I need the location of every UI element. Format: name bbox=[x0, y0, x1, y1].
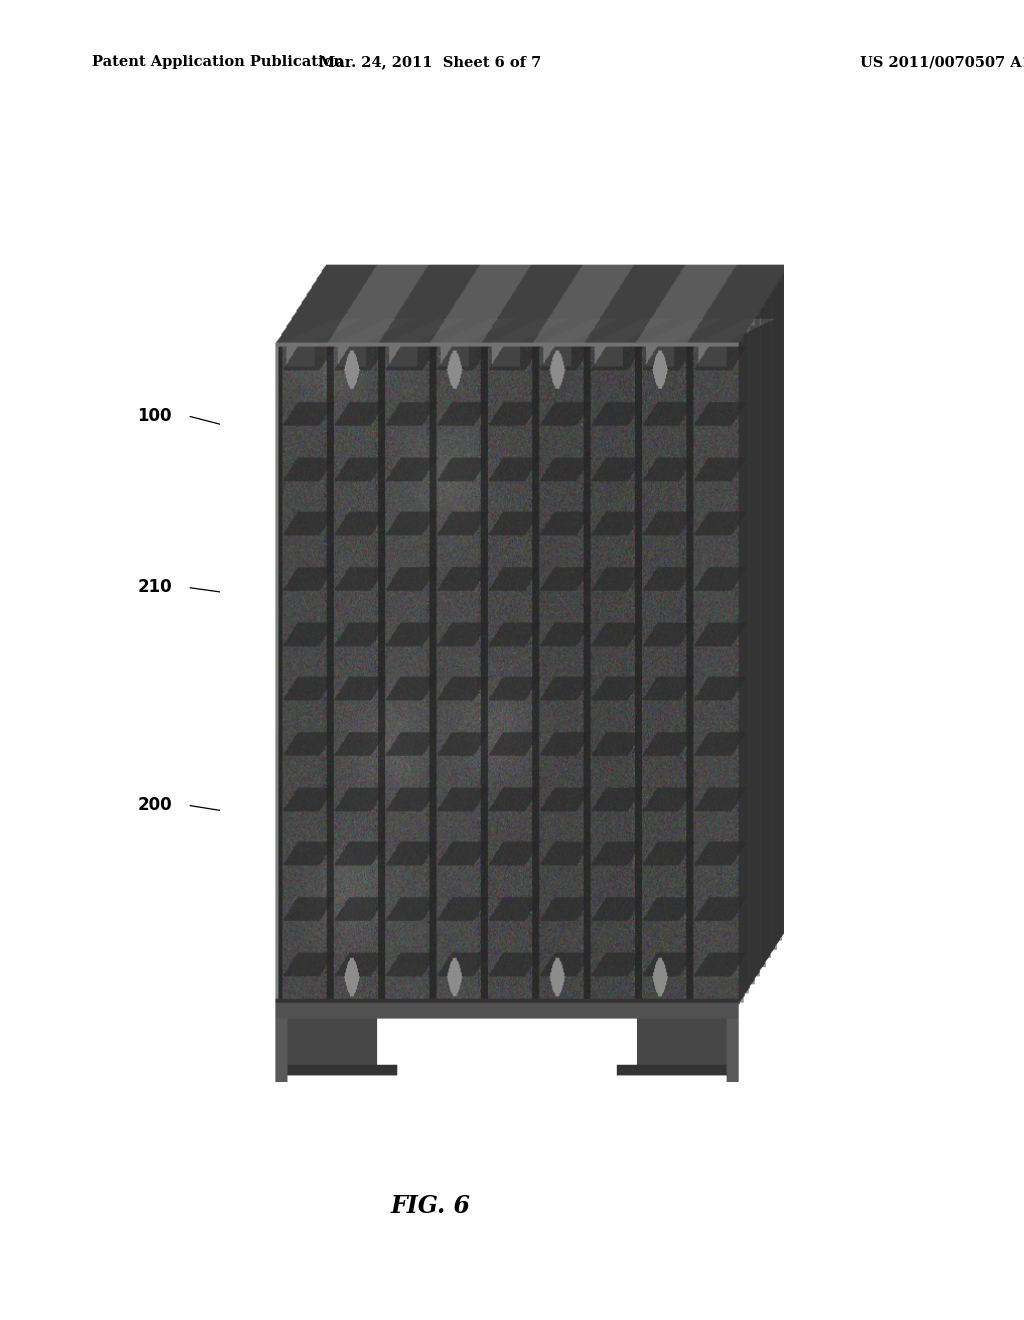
Text: US 2011/0070507 A1: US 2011/0070507 A1 bbox=[860, 55, 1024, 70]
Text: 210: 210 bbox=[137, 578, 172, 597]
Text: 200: 200 bbox=[137, 796, 172, 814]
Text: Patent Application Publication: Patent Application Publication bbox=[92, 55, 344, 70]
Text: 220: 220 bbox=[737, 532, 772, 550]
Text: 100: 100 bbox=[137, 407, 172, 425]
Text: FIG. 6: FIG. 6 bbox=[390, 1195, 470, 1218]
Text: 202: 202 bbox=[737, 805, 772, 824]
Text: Mar. 24, 2011  Sheet 6 of 7: Mar. 24, 2011 Sheet 6 of 7 bbox=[318, 55, 542, 70]
Text: 300: 300 bbox=[737, 433, 772, 451]
